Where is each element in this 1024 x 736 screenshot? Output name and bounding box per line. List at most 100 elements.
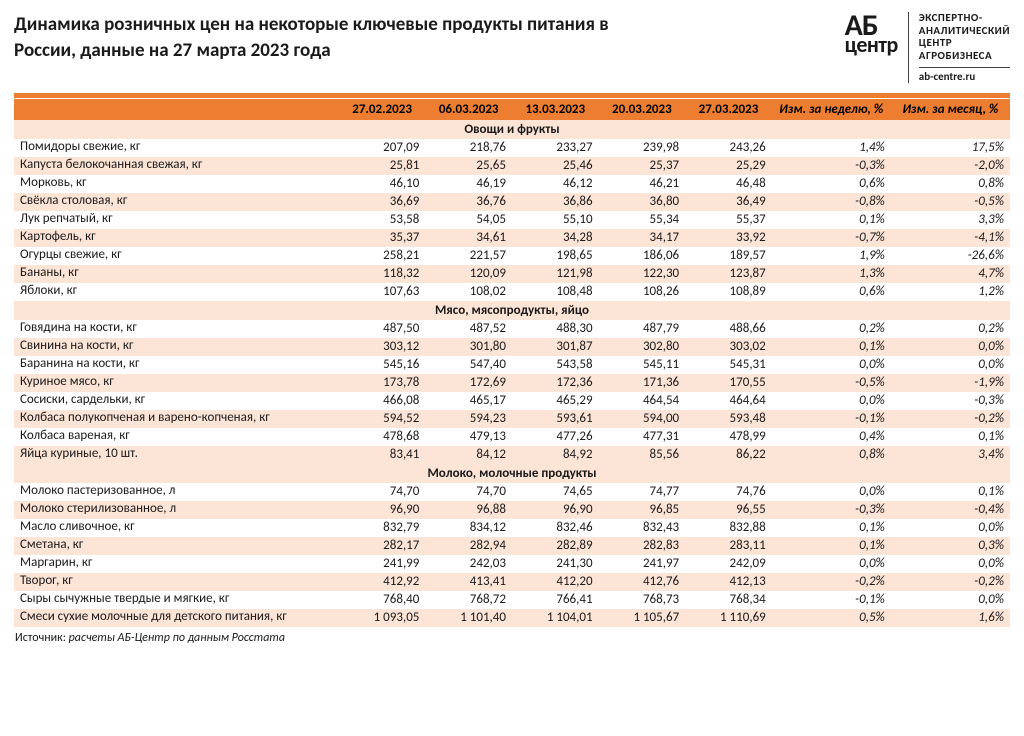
row-value: 198,65 <box>512 247 599 265</box>
row-value: 301,80 <box>425 338 512 356</box>
row-value: 303,02 <box>685 338 772 356</box>
logo: АБ центр <box>845 12 898 55</box>
row-value: 594,00 <box>599 410 686 428</box>
table-row: Огурцы свежие, кг258,21221,57198,65186,0… <box>14 247 1010 265</box>
row-value: 36,86 <box>512 193 599 211</box>
row-value: 242,09 <box>685 555 772 573</box>
row-value: 282,17 <box>339 537 426 555</box>
brand-url: ab-centre.ru <box>919 67 1010 83</box>
table-row: Яйца куриные, 10 шт.83,4184,1284,9285,56… <box>14 446 1010 464</box>
row-month-change: 0,0% <box>891 338 1010 356</box>
row-value: 303,12 <box>339 338 426 356</box>
row-week-change: -0,8% <box>772 193 891 211</box>
table-row: Смеси сухие молочные для детского питани… <box>14 609 1010 627</box>
row-value: 171,36 <box>599 374 686 392</box>
row-value: 123,87 <box>685 265 772 283</box>
row-value: 83,41 <box>339 446 426 464</box>
row-week-change: 0,1% <box>772 211 891 229</box>
row-name: Яйца куриные, 10 шт. <box>14 446 339 464</box>
row-name: Сметана, кг <box>14 537 339 555</box>
row-month-change: 0,2% <box>891 320 1010 338</box>
row-value: 547,40 <box>425 356 512 374</box>
row-name: Колбаса вареная, кг <box>14 428 339 446</box>
section-title: Овощи и фрукты <box>14 120 1010 139</box>
table-row: Капуста белокочанная свежая, кг25,8125,6… <box>14 157 1010 175</box>
row-value: 86,22 <box>685 446 772 464</box>
row-value: 465,17 <box>425 392 512 410</box>
row-value: 768,40 <box>339 591 426 609</box>
row-value: 241,99 <box>339 555 426 573</box>
table-row: Говядина на кости, кг487,50487,52488,304… <box>14 320 1010 338</box>
source-label: Источник: <box>15 631 66 645</box>
row-value: 488,66 <box>685 320 772 338</box>
row-value: 118,32 <box>339 265 426 283</box>
row-month-change: 0,0% <box>891 591 1010 609</box>
row-month-change: 3,3% <box>891 211 1010 229</box>
row-value: 487,52 <box>425 320 512 338</box>
row-value: 479,13 <box>425 428 512 446</box>
row-value: 832,88 <box>685 519 772 537</box>
row-value: 74,77 <box>599 483 686 501</box>
table-row: Сыры сычужные твердые и мягкие, кг768,40… <box>14 591 1010 609</box>
row-value: 545,16 <box>339 356 426 374</box>
source-line: Источник: расчеты АБ-Центр по данным Рос… <box>14 627 1010 646</box>
row-name: Молоко стерилизованное, л <box>14 501 339 519</box>
row-month-change: 3,4% <box>891 446 1010 464</box>
row-name: Молоко пастеризованное, л <box>14 483 339 501</box>
row-month-change: -2,0% <box>891 157 1010 175</box>
row-name: Масло сливочное, кг <box>14 519 339 537</box>
row-value: 412,13 <box>685 573 772 591</box>
row-value: 33,92 <box>685 229 772 247</box>
row-value: 46,21 <box>599 175 686 193</box>
row-value: 55,10 <box>512 211 599 229</box>
price-table: 27.02.2023 06.03.2023 13.03.2023 20.03.2… <box>14 98 1010 646</box>
row-value: 282,83 <box>599 537 686 555</box>
row-name: Свинина на кости, кг <box>14 338 339 356</box>
table-row: Маргарин, кг241,99242,03241,30241,97242,… <box>14 555 1010 573</box>
row-week-change: 0,1% <box>772 338 891 356</box>
col-date-4: 27.03.2023 <box>685 98 772 120</box>
row-month-change: 4,7% <box>891 265 1010 283</box>
row-value: 36,69 <box>339 193 426 211</box>
row-value: 834,12 <box>425 519 512 537</box>
brand-text-block: ЭКСПЕРТНО- АНАЛИТИЧЕСКИЙ ЦЕНТР АГРОБИЗНЕ… <box>919 12 1010 83</box>
row-value: 241,30 <box>512 555 599 573</box>
row-name: Сосиски, сардельки, кг <box>14 392 339 410</box>
row-value: 1 101,40 <box>425 609 512 627</box>
row-week-change: 0,4% <box>772 428 891 446</box>
row-value: 1 105,67 <box>599 609 686 627</box>
table-row: Свинина на кости, кг303,12301,80301,87 30… <box>14 338 1010 356</box>
row-value: 464,54 <box>599 392 686 410</box>
row-value: 120,09 <box>425 265 512 283</box>
row-value: 543,58 <box>512 356 599 374</box>
row-week-change: 0,1% <box>772 537 891 555</box>
row-value: 768,34 <box>685 591 772 609</box>
row-week-change: 1,3% <box>772 265 891 283</box>
row-name: Свёкла столовая, кг <box>14 193 339 211</box>
row-month-change: 0,1% <box>891 483 1010 501</box>
row-month-change: 0,8% <box>891 175 1010 193</box>
row-month-change: 0,3% <box>891 537 1010 555</box>
row-value: 170,55 <box>685 374 772 392</box>
table-row: Баранина на кости, кг545,16547,40543,585… <box>14 356 1010 374</box>
table-row: Творог, кг412,92413,41412,20412,76412,13… <box>14 573 1010 591</box>
row-value: 34,61 <box>425 229 512 247</box>
row-month-change: 1,6% <box>891 609 1010 627</box>
row-value: 301,87 <box>512 338 599 356</box>
row-value: 283,11 <box>685 537 772 555</box>
row-value: 25,65 <box>425 157 512 175</box>
row-name: Творог, кг <box>14 573 339 591</box>
row-value: 477,26 <box>512 428 599 446</box>
row-value: 766,41 <box>512 591 599 609</box>
row-value: 172,69 <box>425 374 512 392</box>
row-month-change: 0,0% <box>891 356 1010 374</box>
row-value: 241,97 <box>599 555 686 573</box>
row-week-change: -0,2% <box>772 573 891 591</box>
row-value: 768,73 <box>599 591 686 609</box>
row-value: 258,21 <box>339 247 426 265</box>
brand-block: АБ центр ЭКСПЕРТНО- АНАЛИТИЧЕСКИЙ ЦЕНТР … <box>845 12 1010 83</box>
row-value: 96,90 <box>512 501 599 519</box>
row-value: 25,81 <box>339 157 426 175</box>
row-value: 207,09 <box>339 139 426 157</box>
row-week-change: 0,2% <box>772 320 891 338</box>
